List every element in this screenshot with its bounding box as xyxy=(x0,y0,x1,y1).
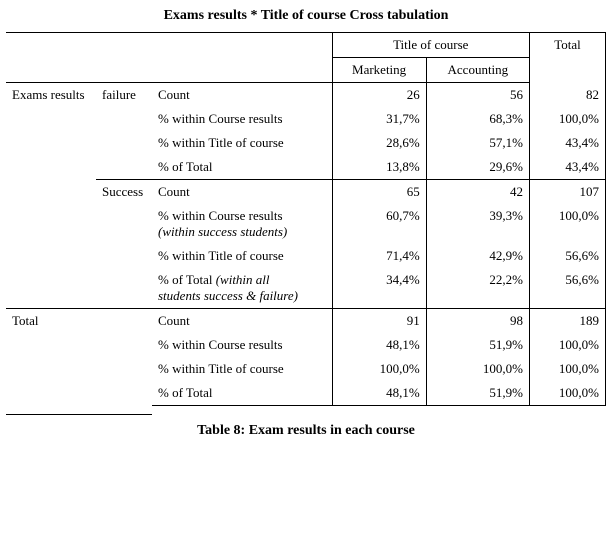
cell-value: 29,6% xyxy=(426,155,529,180)
header-total: Total xyxy=(530,33,606,83)
header-group: Title of course xyxy=(332,33,530,58)
crosstab-table: Title of course Total Marketing Accounti… xyxy=(6,32,606,415)
metric-text: % of Total xyxy=(158,272,216,287)
cell-value: 43,4% xyxy=(530,131,606,155)
header-col1: Marketing xyxy=(332,58,426,83)
cell-value: 51,9% xyxy=(426,333,529,357)
metric-text: % within Course results xyxy=(158,208,283,223)
cell-value: 100,0% xyxy=(332,357,426,381)
cell-value: 42 xyxy=(426,180,529,205)
cell-value: 65 xyxy=(332,180,426,205)
cell-value: 100,0% xyxy=(426,357,529,381)
metric-label: % of Total (within all students success … xyxy=(152,268,332,309)
header-blank xyxy=(152,33,332,58)
metric-label: % of Total xyxy=(152,155,332,180)
cell-value: 98 xyxy=(426,309,529,334)
metric-label: % within Title of course xyxy=(152,357,332,381)
group-success: Success xyxy=(96,180,152,309)
cell-value: 43,4% xyxy=(530,155,606,180)
table-title: Exams results * Title of course Cross ta… xyxy=(6,8,606,24)
group-failure: failure xyxy=(96,83,152,180)
metric-label: % within Course results xyxy=(152,333,332,357)
metric-label: % of Total xyxy=(152,381,332,406)
cell-value: 26 xyxy=(332,83,426,108)
metric-subtext: (within success students) xyxy=(158,224,287,239)
metric-label: Count xyxy=(152,309,332,334)
cell-value: 28,6% xyxy=(332,131,426,155)
footer-blank xyxy=(6,406,152,415)
cell-value: 107 xyxy=(530,180,606,205)
cell-value: 48,1% xyxy=(332,381,426,406)
cell-value: 100,0% xyxy=(530,204,606,244)
cell-value: 56,6% xyxy=(530,268,606,309)
cell-value: 189 xyxy=(530,309,606,334)
cell-value: 31,7% xyxy=(332,107,426,131)
cell-value: 42,9% xyxy=(426,244,529,268)
cell-value: 22,2% xyxy=(426,268,529,309)
header-blank xyxy=(152,58,332,83)
header-blank xyxy=(6,33,96,58)
cell-value: 57,1% xyxy=(426,131,529,155)
cell-value: 68,3% xyxy=(426,107,529,131)
cell-value: 82 xyxy=(530,83,606,108)
cell-value: 100,0% xyxy=(530,381,606,406)
header-col2: Accounting xyxy=(426,58,529,83)
metric-label: % within Title of course xyxy=(152,131,332,155)
metric-label: % within Course results (within success … xyxy=(152,204,332,244)
metric-label: Count xyxy=(152,180,332,205)
header-blank xyxy=(6,58,96,83)
cell-value: 100,0% xyxy=(530,333,606,357)
cell-value: 13,8% xyxy=(332,155,426,180)
metric-subtext: students success & failure) xyxy=(158,288,298,303)
cell-value: 39,3% xyxy=(426,204,529,244)
cell-value: 60,7% xyxy=(332,204,426,244)
cell-value: 51,9% xyxy=(426,381,529,406)
metric-inline-sub: (within all xyxy=(216,272,270,287)
table-caption: Table 8: Exam results in each course xyxy=(6,423,606,439)
rowvar-label: Exams results xyxy=(6,83,96,309)
cell-value: 56 xyxy=(426,83,529,108)
metric-label: % within Course results xyxy=(152,107,332,131)
metric-label: % within Title of course xyxy=(152,244,332,268)
cell-value: 71,4% xyxy=(332,244,426,268)
cell-value: 100,0% xyxy=(530,357,606,381)
cell-value: 100,0% xyxy=(530,107,606,131)
group-total: Total xyxy=(6,309,152,406)
cell-value: 34,4% xyxy=(332,268,426,309)
cell-value: 91 xyxy=(332,309,426,334)
metric-label: Count xyxy=(152,83,332,108)
cell-value: 56,6% xyxy=(530,244,606,268)
header-blank xyxy=(96,33,152,58)
header-blank xyxy=(96,58,152,83)
cell-value: 48,1% xyxy=(332,333,426,357)
